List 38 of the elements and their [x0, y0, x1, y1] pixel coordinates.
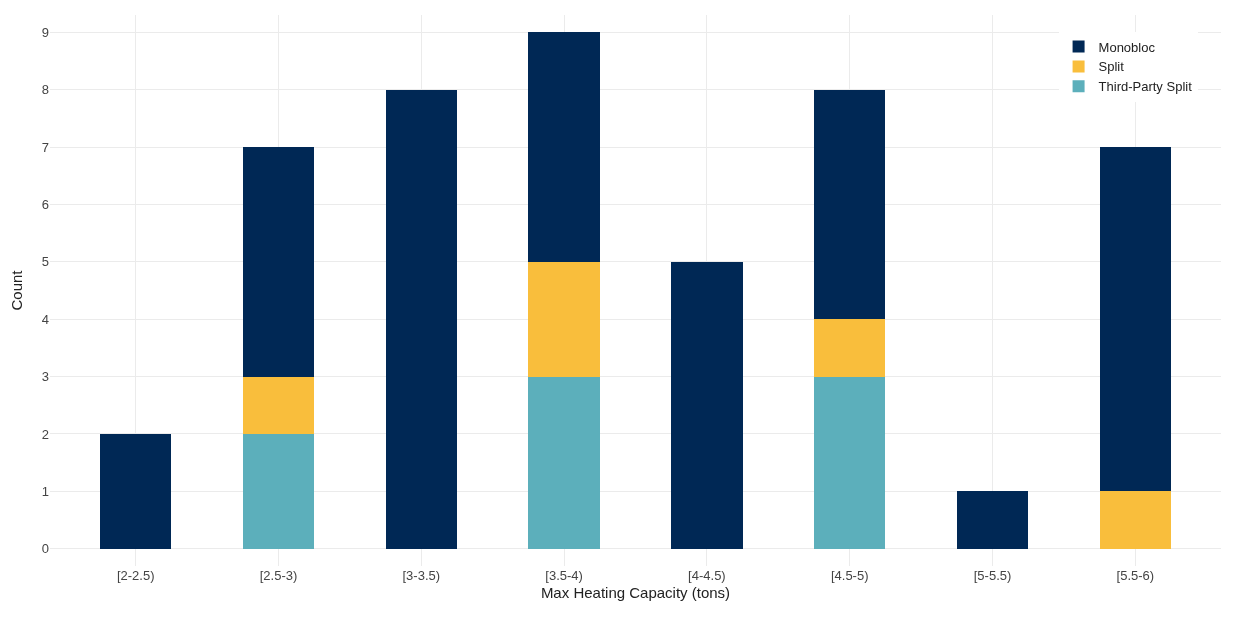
bar	[814, 319, 886, 377]
legend-label: Monobloc	[1098, 39, 1156, 55]
legend-label: Third-Party Split	[1098, 79, 1193, 95]
x-tick-label: [5-5.5)	[973, 568, 1012, 583]
bar	[814, 376, 886, 549]
bar	[242, 433, 315, 549]
bar	[1099, 147, 1172, 492]
bar	[671, 261, 743, 549]
y-tick-label: 5	[41, 254, 49, 270]
y-tick-label: 6	[41, 196, 49, 212]
x-tick-label: [2-2.5)	[116, 568, 155, 583]
y-tick-label: 1	[41, 483, 49, 499]
bar	[1099, 491, 1172, 549]
y-tick-label: 4	[41, 311, 49, 327]
legend-label: Split	[1098, 59, 1125, 75]
y-axis-title: Count	[8, 269, 26, 311]
bar	[242, 147, 315, 377]
bar	[528, 376, 600, 549]
x-tick-label: [4-4.5)	[688, 568, 726, 583]
x-tick-label: [5.5-6)	[1116, 568, 1155, 583]
x-tick-label: [2.5-3)	[259, 568, 298, 583]
y-tick-label: 9	[41, 24, 49, 40]
y-tick-label: 8	[41, 82, 49, 98]
bar	[385, 89, 457, 549]
bar	[528, 32, 600, 262]
x-axis-title: Max Heating Capacity (tons)	[540, 584, 731, 601]
bar	[99, 433, 172, 549]
x-tick-label: [3-3.5)	[402, 568, 441, 583]
bar	[814, 89, 886, 320]
y-tick-label: 7	[41, 139, 49, 155]
x-tick-label: [3.5-4)	[545, 568, 583, 583]
y-tick-label: 3	[41, 369, 49, 385]
bar	[528, 261, 600, 377]
bar	[242, 376, 315, 434]
y-tick-label: 0	[41, 541, 49, 557]
bar	[956, 491, 1029, 549]
x-tick-label: [4.5-5)	[830, 568, 869, 583]
y-tick-label: 2	[41, 426, 49, 442]
